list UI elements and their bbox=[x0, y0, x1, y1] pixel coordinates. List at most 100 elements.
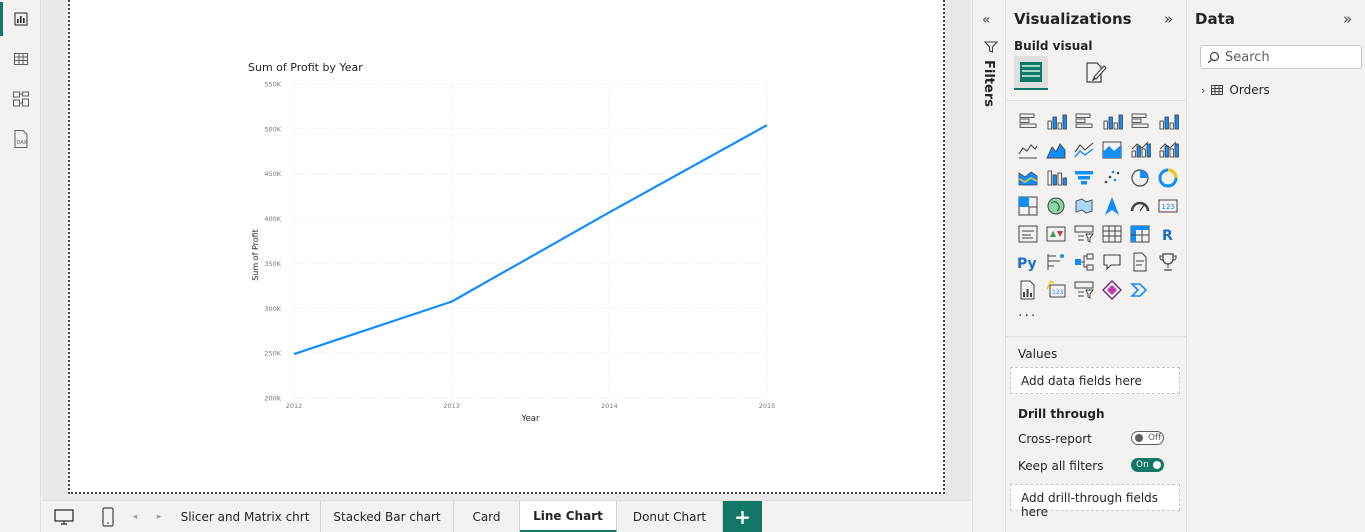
100-stacked-bar-chart-button[interactable] bbox=[1126, 108, 1154, 136]
y-axis-title: Sum of Profit bbox=[251, 229, 260, 281]
y-tick-label: 400K bbox=[264, 215, 281, 223]
line-stacked-column-chart-button[interactable] bbox=[1126, 136, 1154, 164]
svg-text:123: 123 bbox=[1052, 289, 1064, 296]
add-page-button[interactable]: + bbox=[723, 501, 762, 532]
map-button[interactable] bbox=[1042, 192, 1070, 220]
clustered-column-chart-button[interactable] bbox=[1098, 108, 1126, 136]
table-view-button[interactable] bbox=[0, 40, 41, 78]
line-stacked-column-chart-icon bbox=[1131, 141, 1151, 158]
slicer-new-button[interactable] bbox=[1070, 276, 1098, 304]
prev-page-arrow-icon[interactable]: ◂ bbox=[132, 512, 138, 522]
slicer-icon bbox=[1074, 225, 1094, 243]
keep-all-filters-toggle[interactable]: On bbox=[1131, 458, 1164, 472]
page-tab[interactable]: Slicer and Matrix chrt bbox=[170, 501, 321, 532]
page-tab[interactable]: Donut Chart bbox=[617, 501, 723, 532]
waterfall-chart-button[interactable] bbox=[1042, 164, 1070, 192]
r-visual-icon: R bbox=[1162, 228, 1173, 244]
donut-chart-button[interactable] bbox=[1154, 164, 1182, 192]
pie-chart-button[interactable] bbox=[1126, 164, 1154, 192]
dax-query-view-button[interactable]: DAX bbox=[0, 120, 41, 158]
report-view-button[interactable] bbox=[0, 0, 41, 38]
key-influencers-button[interactable] bbox=[1042, 248, 1070, 276]
x-tick-label: 2014 bbox=[601, 402, 618, 410]
smart-narrative-button[interactable] bbox=[1126, 248, 1154, 276]
mobile-layout-button[interactable] bbox=[96, 501, 120, 532]
stacked-area-chart-button[interactable] bbox=[1070, 136, 1098, 164]
line-chart-visual[interactable]: Sum of Profit by Year 200K 250K 300K 350K 400… bbox=[70, 0, 943, 494]
line-clustered-column-chart-button[interactable] bbox=[1154, 136, 1182, 164]
y-tick-label: 500K bbox=[264, 125, 281, 133]
card-button[interactable]: 123 bbox=[1154, 192, 1182, 220]
next-page-arrow-icon[interactable]: ▸ bbox=[156, 512, 162, 522]
100-stacked-column-chart-button[interactable] bbox=[1154, 108, 1182, 136]
page-tab[interactable]: Line Chart bbox=[520, 501, 617, 532]
r-visual-button[interactable]: R bbox=[1154, 220, 1182, 248]
desktop-layout-button[interactable] bbox=[50, 501, 78, 532]
report-page: Sum of Profit by Year 200K 250K 300K 350K 400… bbox=[68, 0, 945, 494]
gauge-icon bbox=[1130, 201, 1150, 212]
expand-chevron-icon[interactable]: « bbox=[982, 12, 991, 28]
more-visuals-button[interactable]: ... bbox=[1018, 304, 1038, 320]
stacked-column-chart-button[interactable] bbox=[1042, 108, 1070, 136]
100-stacked-area-chart-button[interactable] bbox=[1098, 136, 1126, 164]
build-visual-tab[interactable] bbox=[1014, 56, 1048, 90]
data-pane: Data » Search › Orders bbox=[1186, 0, 1365, 532]
search-placeholder: Search bbox=[1225, 50, 1270, 65]
clustered-bar-chart-button[interactable] bbox=[1070, 108, 1098, 136]
data-collapse-chevron-icon[interactable]: » bbox=[1343, 10, 1353, 28]
y-tick-label: 300K bbox=[264, 305, 281, 313]
model-icon bbox=[12, 91, 29, 107]
decomposition-tree-button[interactable] bbox=[1070, 248, 1098, 276]
area-chart-icon bbox=[1046, 143, 1066, 159]
kpi-button[interactable] bbox=[1042, 220, 1070, 248]
slicer-button[interactable] bbox=[1070, 220, 1098, 248]
card-new-button[interactable]: 123 bbox=[1042, 276, 1070, 304]
format-visual-tab[interactable] bbox=[1078, 56, 1112, 90]
x-tick-label: 2015 bbox=[759, 402, 776, 410]
model-view-button[interactable] bbox=[0, 80, 41, 118]
dax-icon: DAX bbox=[14, 130, 27, 148]
chevron-right-icon[interactable]: › bbox=[1201, 83, 1206, 97]
values-field-well[interactable]: Add data fields here bbox=[1010, 367, 1180, 394]
values-label: Values bbox=[1018, 347, 1058, 361]
power-apps-button[interactable] bbox=[1098, 276, 1126, 304]
table-node-orders[interactable]: › Orders bbox=[1201, 83, 1270, 97]
filter-funnel-icon bbox=[984, 41, 998, 53]
multi-row-card-button[interactable] bbox=[1014, 220, 1042, 248]
svg-text:Py: Py bbox=[1017, 256, 1037, 272]
filled-map-button[interactable] bbox=[1070, 192, 1098, 220]
format-paintbrush-icon bbox=[1086, 62, 1107, 83]
gauge-button[interactable] bbox=[1126, 192, 1154, 220]
filters-label[interactable]: Filters bbox=[981, 60, 996, 107]
visual-type-gallery: 123 R Py 123 bbox=[1014, 108, 1182, 304]
ribbon-chart-button[interactable] bbox=[1014, 164, 1042, 192]
paginated-report-button[interactable] bbox=[1014, 276, 1042, 304]
decomposition-tree-icon bbox=[1075, 253, 1094, 271]
page-tab[interactable]: Stacked Bar chart bbox=[321, 501, 454, 532]
cross-report-toggle[interactable]: Off bbox=[1131, 431, 1164, 445]
svg-text:R: R bbox=[1162, 228, 1173, 244]
python-visual-button[interactable]: Py bbox=[1014, 248, 1042, 276]
donut-chart-icon bbox=[1158, 168, 1178, 188]
cross-report-label: Cross-report bbox=[1018, 432, 1092, 446]
data-search-input[interactable]: Search bbox=[1200, 45, 1362, 69]
filters-pane-collapsed[interactable]: « Filters bbox=[972, 0, 1005, 532]
table-visual-button[interactable] bbox=[1098, 220, 1126, 248]
qa-button[interactable] bbox=[1098, 248, 1126, 276]
stacked-bar-chart-button[interactable] bbox=[1014, 108, 1042, 136]
collapse-chevron-icon[interactable]: » bbox=[1164, 10, 1174, 28]
azure-map-button[interactable] bbox=[1098, 192, 1126, 220]
line-chart-button[interactable] bbox=[1014, 136, 1042, 164]
slicer-new-icon bbox=[1074, 281, 1094, 299]
stacked-column-chart-icon bbox=[1047, 114, 1067, 130]
funnel-chart-button[interactable] bbox=[1070, 164, 1098, 192]
area-chart-button[interactable] bbox=[1042, 136, 1070, 164]
power-automate-button[interactable] bbox=[1126, 276, 1154, 304]
matrix-button[interactable] bbox=[1126, 220, 1154, 248]
drill-through-field-well[interactable]: Add drill-through fields here bbox=[1010, 484, 1180, 519]
mobile-icon bbox=[102, 507, 114, 527]
metrics-button[interactable] bbox=[1154, 248, 1182, 276]
page-tab[interactable]: Card bbox=[454, 501, 520, 532]
scatter-chart-button[interactable] bbox=[1098, 164, 1126, 192]
treemap-button[interactable] bbox=[1014, 192, 1042, 220]
